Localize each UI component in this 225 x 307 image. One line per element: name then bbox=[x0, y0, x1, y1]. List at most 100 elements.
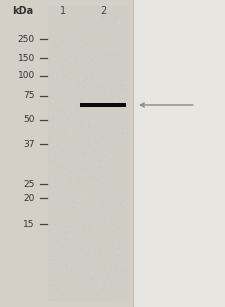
Point bbox=[47, 289, 50, 293]
Point bbox=[99, 134, 102, 139]
Point bbox=[62, 24, 66, 29]
Point bbox=[68, 56, 72, 61]
Point bbox=[121, 181, 125, 186]
Point bbox=[56, 127, 60, 132]
Point bbox=[69, 177, 73, 181]
Point bbox=[60, 206, 64, 211]
Point bbox=[66, 239, 70, 244]
Point bbox=[89, 63, 93, 68]
Point bbox=[95, 256, 99, 261]
Point bbox=[95, 167, 99, 172]
Point bbox=[128, 136, 131, 141]
Point bbox=[83, 68, 87, 73]
Point bbox=[65, 169, 68, 174]
Point bbox=[97, 278, 101, 283]
Point bbox=[103, 269, 106, 274]
Point bbox=[97, 58, 100, 63]
Point bbox=[123, 179, 126, 184]
Point bbox=[106, 24, 110, 29]
Point bbox=[126, 224, 130, 229]
Point bbox=[108, 147, 111, 152]
Point bbox=[63, 163, 66, 168]
Point bbox=[79, 86, 82, 91]
Point bbox=[100, 44, 104, 49]
Point bbox=[90, 267, 94, 272]
Point bbox=[89, 140, 93, 145]
Point bbox=[88, 192, 92, 197]
Point bbox=[50, 177, 54, 181]
Point bbox=[92, 159, 96, 164]
Point bbox=[50, 43, 54, 48]
Point bbox=[67, 19, 70, 24]
Point bbox=[119, 130, 122, 135]
Point bbox=[69, 270, 73, 275]
Point bbox=[65, 193, 68, 198]
Point bbox=[124, 128, 127, 133]
Point bbox=[92, 52, 95, 57]
Point bbox=[113, 12, 117, 17]
Point bbox=[121, 204, 125, 208]
Point bbox=[92, 213, 95, 218]
Point bbox=[57, 195, 61, 200]
Point bbox=[67, 7, 70, 12]
Point bbox=[84, 174, 88, 179]
Point bbox=[67, 158, 70, 163]
Point bbox=[99, 193, 103, 198]
Point bbox=[122, 107, 125, 112]
Point bbox=[48, 282, 51, 287]
Point bbox=[87, 146, 91, 151]
Point bbox=[69, 253, 72, 258]
Point bbox=[104, 150, 107, 155]
Point bbox=[84, 60, 88, 65]
Point bbox=[114, 151, 118, 156]
Point bbox=[123, 59, 127, 64]
Point bbox=[68, 251, 72, 256]
Point bbox=[86, 14, 90, 19]
Point bbox=[121, 165, 125, 170]
Point bbox=[96, 107, 100, 112]
Point bbox=[64, 273, 68, 278]
Point bbox=[62, 174, 66, 179]
Point bbox=[49, 111, 53, 115]
Point bbox=[50, 71, 54, 76]
Point bbox=[101, 177, 105, 181]
Point bbox=[103, 74, 106, 79]
Point bbox=[68, 163, 72, 168]
Point bbox=[98, 204, 101, 209]
Point bbox=[66, 216, 70, 221]
Point bbox=[123, 82, 126, 87]
Point bbox=[117, 26, 120, 31]
Point bbox=[99, 101, 103, 106]
Point bbox=[124, 79, 127, 84]
Point bbox=[98, 109, 102, 114]
Point bbox=[83, 26, 87, 31]
Point bbox=[123, 94, 127, 99]
Point bbox=[122, 200, 126, 205]
Point bbox=[98, 219, 102, 224]
Point bbox=[93, 285, 97, 290]
Point bbox=[61, 192, 64, 197]
Point bbox=[100, 59, 104, 64]
Point bbox=[117, 251, 121, 256]
Point bbox=[107, 282, 111, 287]
Point bbox=[58, 7, 62, 12]
Point bbox=[109, 107, 112, 111]
Point bbox=[49, 152, 52, 157]
Point bbox=[81, 234, 85, 239]
Point bbox=[116, 140, 120, 145]
Point bbox=[123, 269, 126, 274]
Point bbox=[92, 181, 95, 185]
Point bbox=[98, 279, 101, 284]
Point bbox=[106, 160, 110, 165]
Point bbox=[74, 293, 77, 297]
Point bbox=[56, 214, 59, 219]
Point bbox=[55, 203, 59, 208]
Point bbox=[59, 165, 63, 169]
Point bbox=[108, 288, 111, 293]
Point bbox=[87, 128, 90, 133]
Point bbox=[124, 177, 127, 182]
Point bbox=[53, 26, 56, 31]
Point bbox=[89, 290, 92, 295]
Point bbox=[80, 252, 84, 257]
Point bbox=[57, 174, 61, 179]
